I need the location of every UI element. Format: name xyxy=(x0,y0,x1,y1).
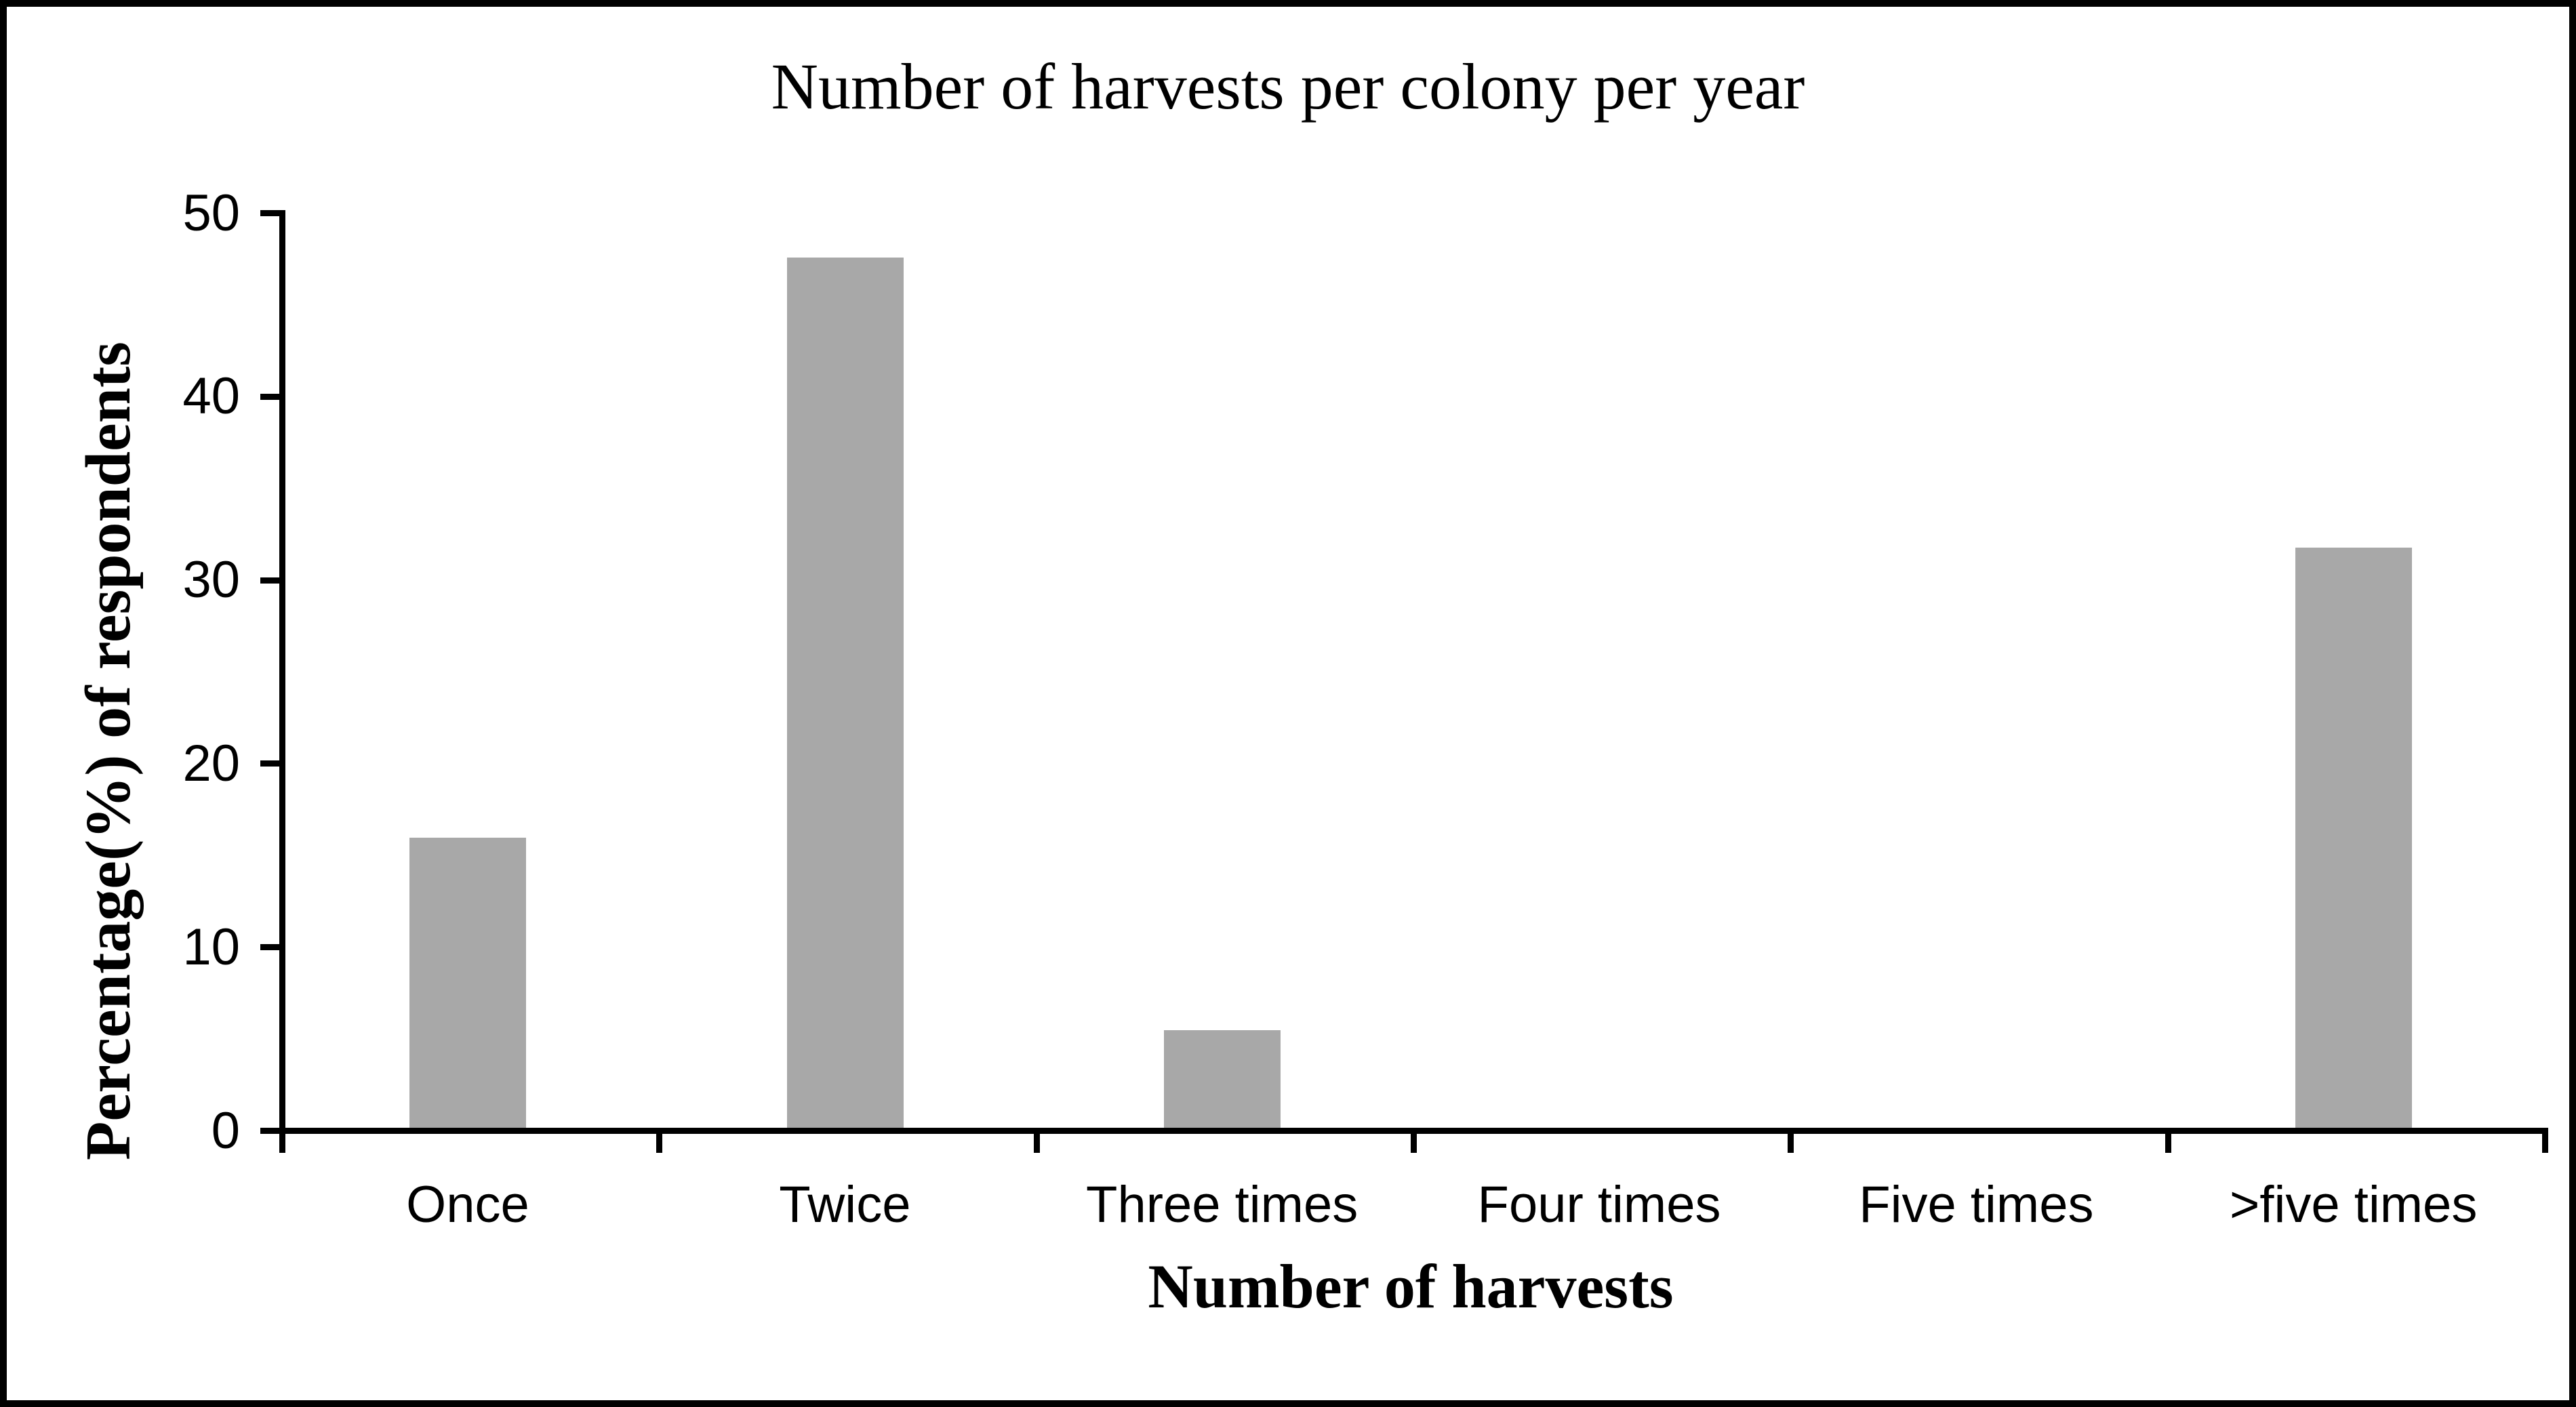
x-tick-label-three-times: Three times xyxy=(1086,1176,1359,1233)
bar-three-times xyxy=(1163,1030,1281,1128)
y-tick-label-0: 0 xyxy=(211,1101,240,1160)
x-tick-mark-6 xyxy=(2542,1134,2548,1153)
y-tick-label-20: 20 xyxy=(182,734,240,792)
y-tick-mark-40 xyxy=(260,393,279,400)
x-tick-mark-1 xyxy=(656,1134,663,1153)
y-tick-mark-0 xyxy=(260,1128,279,1134)
x-tick-label-once: Once xyxy=(406,1176,529,1233)
bar-once xyxy=(409,838,527,1128)
y-tick-label-10: 10 xyxy=(182,918,240,976)
x-tick-mark-4 xyxy=(1788,1134,1794,1153)
y-axis-line xyxy=(279,210,285,1134)
x-tick-mark-0 xyxy=(279,1134,285,1153)
x-tick-label-five-times: >five times xyxy=(2229,1176,2478,1233)
x-tick-label-five-times: Five times xyxy=(1859,1176,2094,1233)
x-axis-line xyxy=(260,1128,2548,1134)
bar-twice xyxy=(786,258,904,1128)
x-tick-mark-5 xyxy=(2165,1134,2171,1153)
bar-five-times xyxy=(2295,548,2412,1128)
y-tick-mark-30 xyxy=(260,577,279,584)
x-tick-label-four-times: Four times xyxy=(1477,1176,1721,1233)
x-tick-mark-2 xyxy=(1033,1134,1040,1153)
y-tick-mark-50 xyxy=(260,210,279,216)
x-axis-title: Number of harvests xyxy=(1148,1252,1674,1321)
chart-title: Number of harvests per colony per year xyxy=(771,50,1805,123)
y-tick-label-40: 40 xyxy=(182,367,240,426)
x-tick-label-twice: Twice xyxy=(779,1176,911,1233)
y-tick-mark-20 xyxy=(260,760,279,767)
x-tick-mark-3 xyxy=(1411,1134,1417,1153)
y-tick-mark-10 xyxy=(260,944,279,951)
y-tick-label-30: 30 xyxy=(182,551,240,609)
y-tick-label-50: 50 xyxy=(182,184,240,242)
